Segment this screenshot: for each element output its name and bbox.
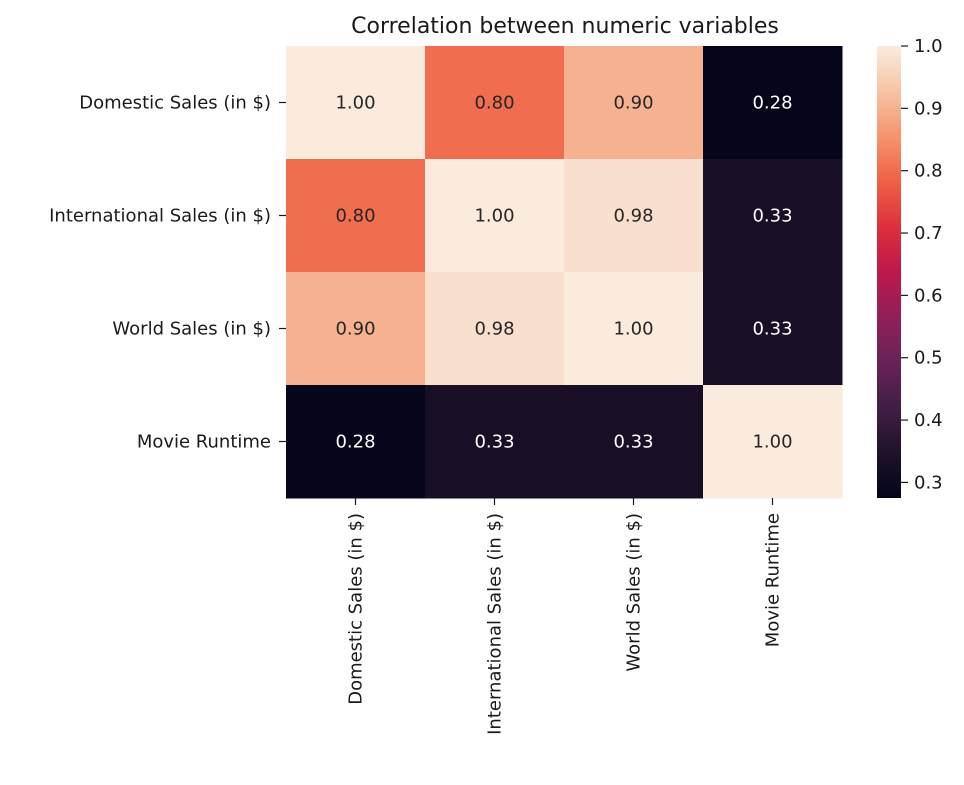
- cell-value-label: 0.33: [752, 319, 792, 340]
- cell-value-label: 0.98: [613, 206, 653, 227]
- heatmap-cell: [564, 385, 704, 499]
- x-tick-label: Movie Runtime: [763, 513, 784, 647]
- colorbar-gradient: [877, 46, 901, 498]
- heatmap-cell: [703, 159, 843, 273]
- heatmap-cell: [286, 46, 426, 160]
- heatmap-cell: [703, 385, 843, 499]
- cell-value-label: 1.00: [613, 319, 653, 340]
- x-tick-label: World Sales (in $): [624, 513, 645, 672]
- colorbar-tick-label: 0.5: [914, 348, 943, 369]
- y-tick-label: World Sales (in $): [112, 319, 271, 340]
- x-tick-label: International Sales (in $): [485, 513, 506, 735]
- cell-value-label: 0.28: [335, 432, 375, 453]
- colorbar-tick-label: 0.9: [914, 98, 943, 119]
- cell-value-label: 0.90: [335, 319, 375, 340]
- colorbar-tick-label: 0.8: [914, 161, 943, 182]
- heatmap-cells: [286, 46, 843, 499]
- cell-value-label: 0.28: [752, 93, 792, 114]
- chart-title: Correlation between numeric variables: [351, 14, 779, 39]
- cell-value-label: 0.80: [474, 93, 514, 114]
- cell-value-label: 0.90: [613, 93, 653, 114]
- y-tick-label: International Sales (in $): [49, 206, 271, 227]
- y-tick-label: Domestic Sales (in $): [79, 93, 271, 114]
- heatmap-cell: [564, 159, 704, 273]
- x-tick-label: Domestic Sales (in $): [346, 513, 367, 705]
- heatmap-cell: [703, 46, 843, 160]
- heatmap-cell: [564, 272, 704, 386]
- cell-value-label: 0.98: [474, 319, 514, 340]
- heatmap-cell: [286, 272, 426, 386]
- cell-value-label: 0.80: [335, 206, 375, 227]
- heatmap-cell: [425, 385, 565, 499]
- heatmap-cell: [286, 385, 426, 499]
- cell-value-label: 0.33: [474, 432, 514, 453]
- colorbar-tick-label: 0.4: [914, 410, 943, 431]
- heatmap-cell: [425, 46, 565, 160]
- heatmap-cell: [425, 272, 565, 386]
- cell-value-label: 0.33: [752, 206, 792, 227]
- x-axis-tick-labels: Domestic Sales (in $) International Sales…: [346, 498, 784, 735]
- heatmap-cell: [703, 272, 843, 386]
- cell-value-label: 0.33: [613, 432, 653, 453]
- y-tick-label: Movie Runtime: [137, 432, 271, 453]
- heatmap-cell: [286, 159, 426, 273]
- heatmap-cell: [425, 159, 565, 273]
- y-axis-tick-labels: Domestic Sales (in $) International Sales…: [49, 93, 286, 453]
- cell-value-label: 1.00: [474, 206, 514, 227]
- cell-value-label: 1.00: [335, 93, 375, 114]
- colorbar: 0.3 0.4 0.5 0.6 0.7 0.8 0.9 1.0: [877, 36, 943, 498]
- colorbar-tick-label: 0.6: [914, 285, 943, 306]
- cell-value-labels: 1.00 0.80 0.90 0.28 0.80 1.00 0.98 0.33 0.90 0.98…: [335, 93, 792, 453]
- colorbar-tick-label: 0.7: [914, 223, 943, 244]
- colorbar-tick-label: 1.0: [914, 36, 943, 57]
- heatmap-cell: [564, 46, 704, 160]
- cell-value-label: 1.00: [752, 432, 792, 453]
- colorbar-tick-label: 0.3: [914, 472, 943, 493]
